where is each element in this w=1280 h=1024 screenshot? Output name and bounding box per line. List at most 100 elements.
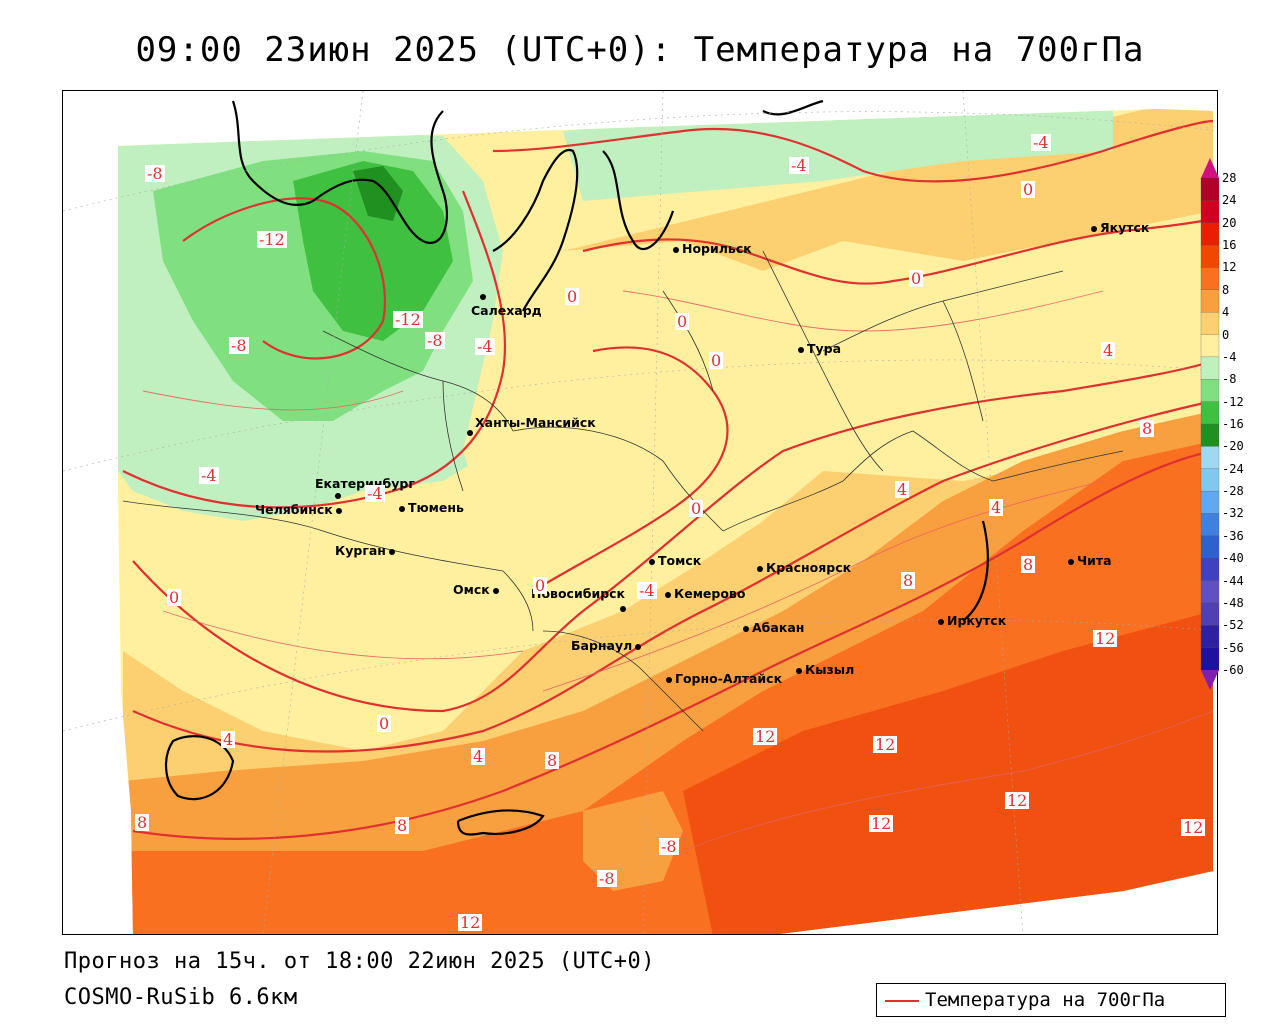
- city-dot-icon: [796, 667, 802, 674]
- contour-label: 12: [1093, 629, 1118, 648]
- contour-label: -8: [425, 331, 445, 350]
- colorbar-swatch: [1200, 334, 1220, 358]
- colorbar-swatch: [1200, 312, 1220, 336]
- colorbar-tick-label: 0: [1222, 327, 1230, 342]
- city-dot-icon: [798, 346, 804, 353]
- contour-label: -8: [597, 869, 617, 888]
- city-name: Горно-Алтайск: [675, 671, 783, 686]
- city-dot-icon: [666, 676, 672, 683]
- city-label: Кызыл: [796, 663, 854, 677]
- city-label: Абакан: [743, 621, 804, 635]
- colorbar-swatch: [1200, 513, 1220, 537]
- colorbar-swatch: [1200, 222, 1220, 246]
- contour-label: 0: [709, 351, 724, 370]
- contour-label: 0: [909, 269, 924, 288]
- city-label: Новосибирск: [531, 587, 625, 601]
- legend-line-icon: [885, 1000, 919, 1002]
- contour-label: 0: [689, 499, 704, 518]
- contour-label: -4: [789, 156, 809, 175]
- contour-label: 8: [545, 751, 560, 770]
- city-dot-icon: [1068, 558, 1074, 565]
- city-label: Ханты-Мансийск: [475, 416, 596, 430]
- city-name: Якутск: [1100, 220, 1150, 235]
- colorbar-swatch: [1200, 535, 1220, 559]
- contour-label: 8: [1140, 419, 1155, 438]
- city-label: [620, 601, 629, 615]
- colorbar-swatch: [1200, 177, 1220, 202]
- temperature-map: Норильск Якутск Салехард Тура Ханты-Манс…: [62, 90, 1218, 935]
- colorbar-tick-label: -12: [1222, 394, 1244, 409]
- contour-label: 0: [1021, 180, 1036, 199]
- contour-label: -4: [475, 337, 495, 356]
- colorbar-swatch: [1200, 625, 1220, 649]
- colorbar-top-arrow-icon: [1201, 158, 1219, 178]
- city-name: Омск: [453, 582, 490, 597]
- city-label: [335, 488, 344, 502]
- contour-label: 8: [1021, 555, 1036, 574]
- city-name: Кемерово: [674, 586, 746, 601]
- colorbar-tick-label: -28: [1222, 484, 1244, 499]
- contour-label: 12: [458, 913, 483, 932]
- contour-label: 12: [753, 727, 778, 746]
- contour-label: 12: [1181, 818, 1206, 837]
- contour-label: 8: [901, 571, 916, 590]
- city-dot-icon: [388, 548, 395, 555]
- colorbar-tick-label: 12: [1222, 260, 1237, 275]
- contour-label: 8: [395, 816, 410, 835]
- city-name: Чита: [1077, 553, 1112, 568]
- colorbar-swatch: [1200, 558, 1220, 582]
- contour-label: 4: [989, 498, 1004, 517]
- city-name: Абакан: [752, 620, 805, 635]
- city-label: Курган: [335, 544, 398, 558]
- contour-label: -8: [145, 164, 165, 183]
- city-label: Красноярск: [757, 561, 851, 575]
- colorbar-swatch: [1200, 401, 1220, 425]
- colorbar-tick-label: 4: [1222, 305, 1230, 320]
- city-label: Екатеринбург: [315, 477, 415, 491]
- forecast-info: Прогноз на 15ч. от 18:00 22июн 2025 (UTC…: [64, 949, 656, 974]
- contour-label: 4: [471, 747, 486, 766]
- colorbar-tick-label: -60: [1222, 663, 1244, 677]
- city-dot-icon: [335, 492, 341, 499]
- city-label: [480, 289, 489, 303]
- colorbar-tick-label: -32: [1222, 506, 1244, 521]
- city-name: Салехард: [471, 303, 542, 318]
- colorbar-tick-label: -16: [1222, 417, 1244, 431]
- city-name: Новосибирск: [531, 586, 626, 601]
- city-name: Тюмень: [408, 500, 464, 515]
- city-dot-icon: [335, 507, 342, 514]
- city-label: [467, 425, 476, 439]
- city-label: Томск: [649, 554, 701, 568]
- colorbar-tick-label: -56: [1222, 640, 1244, 655]
- city-dot-icon: [467, 429, 473, 436]
- colorbar-swatch: [1200, 490, 1220, 515]
- city-name: Тура: [807, 341, 842, 356]
- city-dot-icon: [665, 591, 671, 598]
- colorbar-swatch: [1200, 602, 1220, 626]
- contour-label: 4: [895, 480, 910, 499]
- contour-label: 0: [167, 588, 182, 607]
- city-label: Тура: [798, 342, 841, 356]
- city-label: Салехард: [471, 304, 542, 318]
- colorbar: [1200, 158, 1220, 690]
- city-dot-icon: [938, 618, 944, 625]
- colorbar-tick-label: -36: [1222, 528, 1244, 543]
- city-label: Челябинск: [255, 503, 345, 517]
- contour-label: -12: [393, 310, 423, 329]
- contour-label: 0: [377, 714, 392, 733]
- page-title: 09:00 23июн 2025 (UTC+0): Температура на…: [135, 30, 1145, 70]
- contour-label: 0: [675, 312, 690, 331]
- city-label: Барнаул: [571, 639, 644, 653]
- city-label: Тюмень: [399, 501, 464, 515]
- colorbar-swatch: [1200, 200, 1220, 224]
- colorbar-tick-label: -52: [1222, 618, 1244, 633]
- city-label: Омск: [453, 583, 502, 597]
- colorbar-tick-label: -48: [1222, 595, 1244, 610]
- city-dot-icon: [635, 643, 642, 650]
- city-dot-icon: [649, 558, 655, 565]
- contour-label: -4: [199, 466, 219, 485]
- colorbar-tick-label: -4: [1222, 349, 1237, 364]
- city-name: Иркутск: [947, 613, 1007, 628]
- contour-label: 0: [533, 576, 548, 595]
- colorbar-bottom-arrow-icon: [1201, 670, 1219, 690]
